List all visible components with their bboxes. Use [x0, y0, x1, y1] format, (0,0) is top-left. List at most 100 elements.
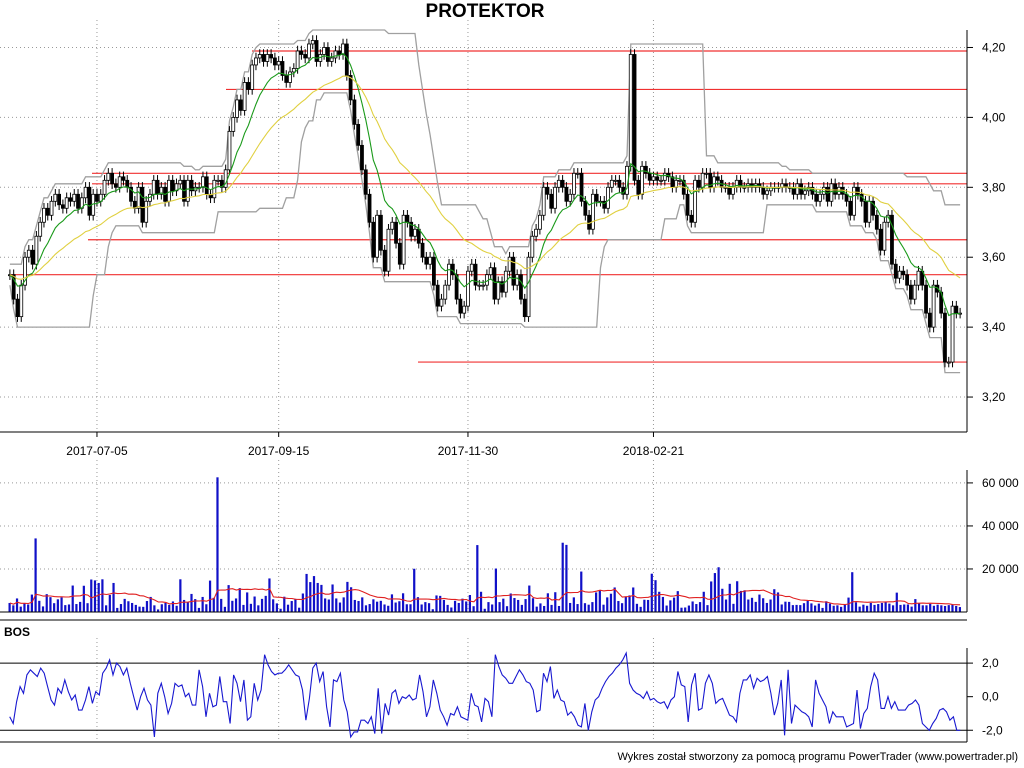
- volume-bar: [598, 590, 601, 612]
- candle-body: [874, 214, 879, 230]
- candle-body: [276, 61, 281, 66]
- candle-body: [231, 116, 236, 132]
- volume-bar: [877, 604, 880, 612]
- candle-body: [492, 267, 497, 300]
- support-resistance-lines: [10, 50, 967, 363]
- volume-bar: [854, 602, 858, 612]
- candle-body: [519, 274, 523, 300]
- volume-bar: [294, 598, 297, 612]
- volume-bar: [780, 604, 783, 612]
- volume-bars: [8, 477, 961, 612]
- volume-bar: [565, 544, 568, 612]
- volume-bar: [713, 573, 717, 612]
- candle-body: [689, 214, 694, 223]
- volume-bar: [524, 599, 527, 612]
- candle-body: [443, 284, 448, 300]
- candle-body: [333, 50, 338, 59]
- chart-title: PROTEKTOR: [425, 1, 545, 22]
- volume-bar: [12, 605, 15, 612]
- volume-bar: [528, 585, 531, 612]
- candle-body: [413, 228, 417, 237]
- candle-body: [534, 228, 539, 237]
- volume-bar: [639, 606, 642, 612]
- volume-bar: [624, 596, 627, 612]
- candle-body: [617, 179, 622, 188]
- candle-body: [68, 197, 73, 202]
- volume-bar: [49, 597, 52, 612]
- volume-bar: [880, 602, 884, 612]
- candle-body: [886, 214, 891, 223]
- volume-bar: [379, 600, 382, 612]
- volume-bar: [613, 587, 616, 612]
- candle-body: [178, 179, 183, 185]
- volume-bar: [223, 606, 227, 612]
- candle-body: [950, 305, 955, 363]
- candle-body: [307, 43, 311, 59]
- volume-bar: [320, 584, 323, 612]
- bos-label: BOS: [4, 625, 30, 639]
- candle-body: [500, 281, 504, 293]
- volume-bar: [617, 601, 620, 612]
- volume-bar: [375, 601, 379, 612]
- volume-tick-label: 60 000: [982, 476, 1019, 490]
- candle-body: [325, 47, 330, 62]
- candle-body: [341, 43, 345, 55]
- volume-bar: [212, 597, 215, 612]
- bos-line: [9, 651, 961, 739]
- volume-bar: [628, 595, 631, 612]
- volume-bar: [513, 598, 516, 612]
- candle-body: [715, 176, 720, 181]
- volume-bar: [67, 604, 71, 612]
- volume-bar: [888, 603, 891, 612]
- volume-bar: [561, 542, 564, 612]
- candle-body: [469, 263, 474, 272]
- candle-body: [450, 263, 455, 276]
- y-tick-label: 3,40: [982, 320, 1006, 334]
- volume-bar: [762, 598, 765, 612]
- volume-bar: [791, 605, 794, 612]
- volume-bar: [450, 607, 453, 612]
- volume-bar: [758, 594, 761, 612]
- candle-body: [685, 193, 690, 216]
- volume-bar: [64, 605, 67, 612]
- volume-bar: [814, 605, 817, 612]
- moving-average-long: [9, 75, 961, 280]
- candle-body: [693, 179, 698, 223]
- axes: [0, 30, 973, 743]
- candle-body: [102, 179, 107, 195]
- candle-body: [655, 176, 660, 181]
- volume-bar: [82, 585, 85, 612]
- candle-body: [284, 75, 289, 83]
- volume-bar: [680, 607, 683, 612]
- volume-bar: [34, 538, 37, 612]
- candle-body: [322, 47, 327, 55]
- candle-body: [424, 256, 429, 265]
- volume-bar: [208, 580, 212, 612]
- candle-body: [659, 179, 663, 182]
- volume-bar: [227, 585, 230, 612]
- candle-body: [151, 179, 156, 195]
- candle-body: [954, 305, 959, 314]
- volume-bar: [669, 600, 672, 612]
- candle-body: [30, 249, 35, 265]
- volume-bar: [788, 601, 791, 612]
- candle-body: [553, 186, 557, 209]
- candle-body: [428, 256, 433, 265]
- volume-bar: [312, 576, 316, 612]
- volume-bar: [27, 604, 30, 612]
- volume-bar: [543, 605, 546, 612]
- candle-body: [602, 200, 607, 209]
- volume-bar: [691, 601, 694, 612]
- volume-bar: [632, 587, 635, 612]
- volume-bar: [260, 598, 264, 612]
- price-channel-upper: [9, 29, 961, 265]
- volume-bar: [810, 603, 813, 612]
- volume-bar: [442, 599, 446, 612]
- candle-body: [651, 176, 656, 181]
- candle-body: [765, 190, 769, 195]
- candle-body: [265, 54, 270, 62]
- candle-body: [295, 50, 300, 69]
- candle-body: [60, 204, 65, 209]
- volume-bar: [71, 585, 74, 612]
